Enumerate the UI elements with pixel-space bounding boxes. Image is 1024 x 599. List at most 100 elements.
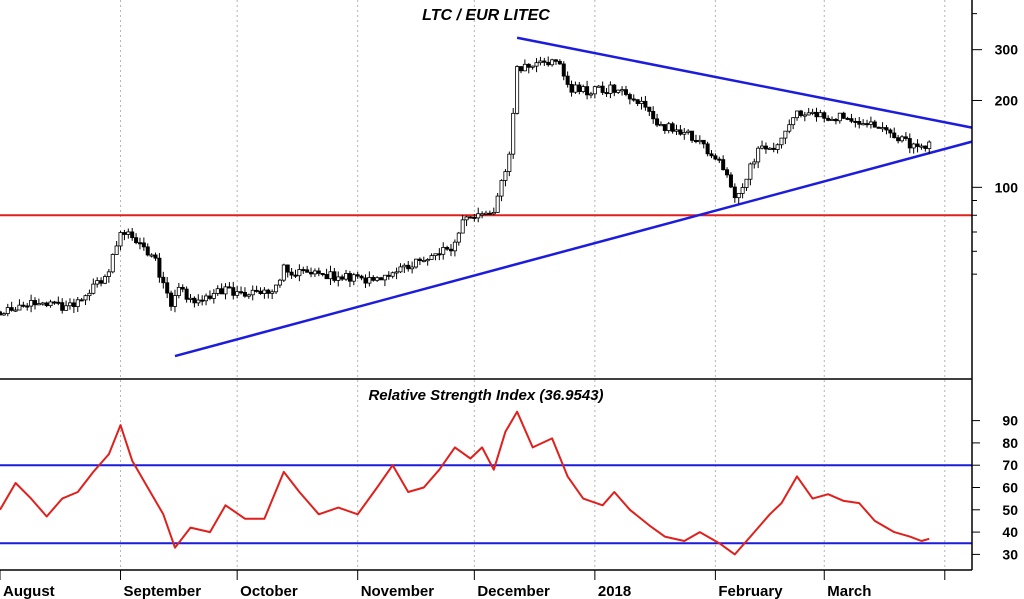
- candle-body: [320, 273, 325, 276]
- candle-body: [705, 143, 710, 155]
- candle-body: [752, 161, 757, 165]
- candle-body: [141, 242, 146, 248]
- candle-body: [102, 276, 107, 284]
- candle-body: [837, 112, 842, 122]
- candle-body: [830, 118, 835, 121]
- candle-body: [643, 100, 648, 108]
- rsi-title: Relative Strength Index (36.9543): [368, 387, 603, 404]
- candle-body: [64, 305, 69, 311]
- candle-body: [165, 282, 170, 294]
- candle-body: [783, 130, 788, 139]
- candle-body: [95, 280, 100, 285]
- price-tick-label: 300: [995, 42, 1019, 58]
- candle-body: [903, 136, 908, 139]
- candle-body: [631, 98, 636, 101]
- candle-body: [483, 212, 488, 215]
- candle-body: [608, 84, 613, 94]
- candle-body: [390, 272, 395, 277]
- candle-body: [518, 66, 523, 72]
- candle-body: [744, 178, 749, 188]
- candle-body: [833, 118, 838, 122]
- price-chart-title: LTC / EUR LITEC: [422, 7, 550, 24]
- candle-body: [254, 289, 259, 292]
- candle-body: [433, 253, 438, 257]
- candle-body: [176, 286, 181, 296]
- candle-body: [818, 112, 823, 118]
- candle-body: [592, 86, 597, 95]
- candle-body: [480, 213, 485, 216]
- candle-body: [550, 59, 555, 66]
- candle-body: [581, 86, 586, 92]
- candle-body: [441, 247, 446, 255]
- candle-body: [309, 271, 314, 275]
- candle-body: [802, 114, 807, 117]
- candle-body: [83, 295, 88, 301]
- candle-body: [919, 145, 924, 148]
- candle-body: [180, 286, 185, 290]
- candle-body: [530, 65, 535, 68]
- candle-body: [231, 287, 236, 296]
- candle-body: [153, 254, 158, 259]
- chart-frame: [0, 0, 973, 571]
- candle-body: [853, 120, 858, 123]
- price-tick-label: 200: [995, 92, 1019, 108]
- candle-body: [732, 186, 737, 199]
- candle-body: [798, 110, 803, 116]
- candle-body: [29, 300, 34, 307]
- candle-body: [546, 61, 551, 66]
- candle-body: [207, 295, 212, 299]
- candle-body: [258, 290, 263, 294]
- candle-body: [627, 94, 632, 100]
- rsi-tick-label: 90: [1002, 413, 1018, 429]
- candle-body: [246, 294, 251, 297]
- candle-body: [270, 291, 275, 294]
- candle-body: [623, 89, 628, 95]
- candle-body: [169, 292, 174, 307]
- candle-body: [375, 277, 380, 281]
- rsi-tick-label: 30: [1002, 546, 1018, 562]
- candle-body: [561, 63, 566, 77]
- candle-body: [553, 59, 558, 62]
- candle-body: [538, 60, 543, 64]
- candle-body: [429, 255, 434, 260]
- candle-body: [367, 277, 372, 284]
- candle-body: [503, 171, 508, 181]
- candle-body: [161, 276, 166, 284]
- candle-body: [717, 158, 722, 161]
- candle-body: [868, 121, 873, 125]
- candle-body: [79, 299, 84, 302]
- candle-body: [71, 302, 76, 308]
- trend-line: [174, 140, 973, 358]
- candle-body: [211, 293, 216, 299]
- candle-body: [289, 271, 294, 276]
- month-label: September: [124, 583, 202, 599]
- rsi-tick-label: 40: [1002, 524, 1018, 540]
- candle-body: [196, 299, 201, 304]
- candle-body: [892, 132, 897, 139]
- candle-body: [639, 100, 644, 104]
- candle-body: [297, 269, 302, 277]
- rsi-tick-label: 60: [1002, 480, 1018, 496]
- candle-body: [693, 139, 698, 143]
- candle-body: [149, 254, 154, 257]
- candle-body: [25, 305, 30, 308]
- candle-body: [857, 120, 862, 125]
- candle-body: [460, 219, 465, 234]
- candle-body: [75, 299, 80, 308]
- candle-body: [507, 153, 512, 173]
- candlesticks: [0, 56, 932, 317]
- candle-body: [262, 289, 267, 294]
- candle-body: [137, 242, 142, 245]
- candle-body: [417, 258, 422, 261]
- candle-body: [826, 117, 831, 121]
- candle-body: [763, 145, 768, 150]
- candle-body: [351, 274, 356, 282]
- candle-body: [795, 110, 800, 119]
- candle-body: [114, 245, 119, 255]
- candle-body: [635, 99, 640, 104]
- candle-body: [814, 111, 819, 118]
- candle-body: [651, 111, 656, 120]
- candle-body: [522, 63, 527, 72]
- candle-body: [585, 86, 590, 96]
